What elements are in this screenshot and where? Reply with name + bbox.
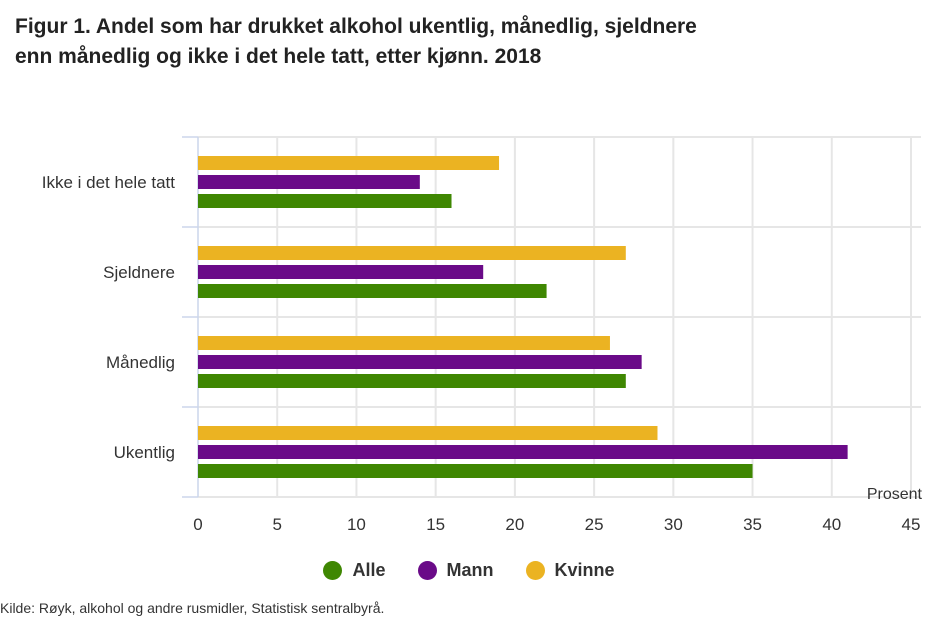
bar-mann: [198, 265, 484, 279]
category-label: Ukentlig: [114, 443, 175, 462]
bar-mann: [198, 355, 642, 369]
bar-mann: [198, 175, 420, 189]
legend-item-alle[interactable]: Alle: [323, 560, 386, 581]
legend-label: Kvinne: [554, 560, 615, 580]
x-tick-label: 5: [272, 515, 281, 534]
x-tick-label: 40: [822, 515, 841, 534]
category-label: Ikke i det hele tatt: [42, 173, 176, 192]
legend: Alle Mann Kvinne: [0, 560, 938, 581]
x-tick-label: 0: [193, 515, 202, 534]
bar-mann: [198, 445, 848, 459]
x-tick-label: 30: [664, 515, 683, 534]
legend-label: Alle: [352, 560, 386, 580]
legend-dot-icon: [417, 561, 437, 580]
x-tick-label: 25: [585, 515, 604, 534]
bar-kvinne: [198, 426, 658, 440]
chart-title-line-2: enn månedlig og ikke i det hele tatt, et…: [15, 45, 542, 68]
x-tick-label: 20: [505, 515, 524, 534]
chart-title-line-1: Figur 1. Andel som har drukket alkohol u…: [15, 15, 697, 38]
chart-title: Figur 1. Andel som har drukket alkohol u…: [15, 12, 915, 72]
legend-item-mann[interactable]: Mann: [417, 560, 494, 581]
bar-alle: [198, 374, 626, 388]
x-tick-label: 15: [426, 515, 445, 534]
legend-item-kvinne[interactable]: Kvinne: [525, 560, 615, 581]
bar-alle: [198, 284, 547, 298]
x-tick-label: 35: [743, 515, 762, 534]
bar-alle: [198, 464, 753, 478]
bar-kvinne: [198, 336, 610, 350]
bar-chart: Ikke i det hele tatt Sjeldnere Månedlig Uke…: [42, 136, 923, 534]
bar-kvinne: [198, 246, 626, 260]
bar-kvinne: [198, 156, 500, 170]
legend-dot-icon: [323, 561, 343, 580]
x-tick-label: 45: [902, 515, 921, 534]
category-label: Sjeldnere: [103, 263, 175, 282]
legend-dot-icon: [525, 561, 545, 580]
bar-alle: [198, 194, 452, 208]
x-tick-label: 10: [347, 515, 366, 534]
category-label: Månedlig: [106, 353, 175, 372]
legend-label: Mann: [446, 560, 494, 580]
source-note: Kilde: Røyk, alkohol og andre rusmidler,…: [0, 600, 385, 616]
x-axis-title: Prosent: [867, 486, 923, 503]
